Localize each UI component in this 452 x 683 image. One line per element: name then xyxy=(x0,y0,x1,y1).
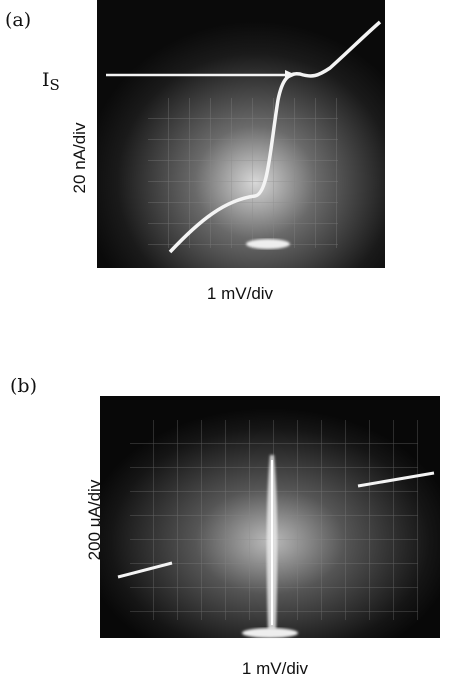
y-axis-label: 200 μA/div xyxy=(85,479,104,560)
panel-label: (b) xyxy=(10,375,37,397)
annotation-sub: S xyxy=(50,76,60,94)
annotation-main: I xyxy=(42,69,50,91)
scope-grid xyxy=(148,98,338,248)
figure: (a) IS 20 nA/div 1 mV/div (b) 200 μA/div… xyxy=(0,0,452,683)
spot xyxy=(246,239,290,249)
panel-a: (a) IS 20 nA/div 1 mV/div xyxy=(5,0,385,303)
y-axis-label: 20 nA/div xyxy=(70,122,89,193)
spot xyxy=(242,628,298,638)
x-axis-label: 1 mV/div xyxy=(242,659,309,678)
page: {"panels": [ {"label": "(a)", "y_label":… xyxy=(0,0,452,683)
x-axis-label: 1 mV/div xyxy=(207,284,274,303)
panel-b: (b) 200 μA/div 1 mV/div xyxy=(10,375,440,678)
panel-label: (a) xyxy=(5,9,31,31)
current-annotation: IS xyxy=(42,69,60,94)
